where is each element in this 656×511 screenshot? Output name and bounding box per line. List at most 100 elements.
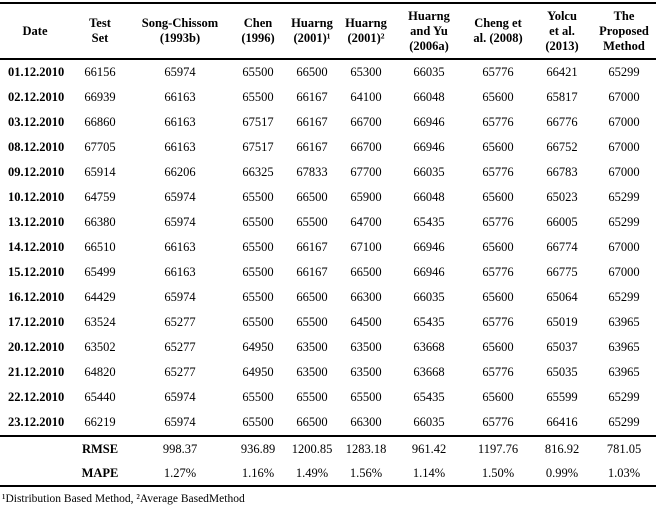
value-cell: 65974 xyxy=(164,290,196,305)
value-cell: 66500 xyxy=(296,415,328,430)
value-cell: 63965 xyxy=(608,340,640,355)
value-cell: 66219 xyxy=(84,415,116,430)
table-body: 01.12.2010 66156 65974 65500 66500 65300 66035… xyxy=(0,59,656,436)
value-cell: 63668 xyxy=(413,340,445,355)
table-row: 22.12.2010 65440 65974 65500 65500 65500 65435… xyxy=(0,385,656,410)
value-cell: 67100 xyxy=(350,240,382,255)
summary-value-cell: 1200.85 xyxy=(286,435,338,462)
value-cell: 65299 xyxy=(608,390,640,405)
table-row: 01.12.2010 66156 65974 65500 66500 65300 66035… xyxy=(0,59,656,85)
value-cell: 65299 xyxy=(608,65,640,80)
value-cell: 63965 xyxy=(608,365,640,380)
date-cell: 03.12.2010 xyxy=(8,115,65,130)
date-cell: 21.12.2010 xyxy=(8,365,65,380)
value-cell: 66035 xyxy=(413,290,445,305)
table-row: 02.12.2010 66939 66163 65500 66167 64100 66048… xyxy=(0,85,656,110)
value-cell: 65500 xyxy=(242,415,274,430)
value-cell: 66156 xyxy=(84,65,116,80)
column-header-huarng-1: Huarng (2001)¹ xyxy=(291,16,333,46)
table-row: 15.12.2010 65499 66163 65500 66167 66500 66946… xyxy=(0,260,656,285)
table-row: 08.12.2010 67705 66163 67517 66167 66700 66946… xyxy=(0,135,656,160)
value-cell: 63502 xyxy=(84,340,116,355)
column-header-test-set: Test Set xyxy=(89,16,111,46)
summary-label: RMSE xyxy=(70,435,130,462)
value-cell: 65500 xyxy=(242,215,274,230)
summary-value-cell: 961.42 xyxy=(394,435,464,462)
table-row: 21.12.2010 64820 65277 64950 63500 63500 63668… xyxy=(0,360,656,385)
footnote: ¹Distribution Based Method, ²Average Bas… xyxy=(2,493,245,506)
summary-value-cell: 1.50% xyxy=(464,461,532,488)
value-cell: 66500 xyxy=(350,265,382,280)
value-cell: 65776 xyxy=(482,115,514,130)
summary-value-cell: 1.49% xyxy=(286,461,338,488)
value-cell: 63668 xyxy=(413,365,445,380)
value-cell: 66300 xyxy=(350,415,382,430)
value-cell: 66774 xyxy=(546,240,578,255)
value-cell: 66167 xyxy=(296,115,328,130)
date-cell: 01.12.2010 xyxy=(8,65,65,80)
summary-value-cell: 1283.18 xyxy=(338,435,394,462)
date-cell: 09.12.2010 xyxy=(8,165,65,180)
summary-row-rmse: RMSE 998.37 936.89 1200.85 1283.18 961.42 1197… xyxy=(0,435,656,462)
value-cell: 66380 xyxy=(84,215,116,230)
value-cell: 65974 xyxy=(164,415,196,430)
column-header-cheng: Cheng et al. (2008) xyxy=(473,16,523,46)
value-cell: 67000 xyxy=(608,165,640,180)
value-cell: 65974 xyxy=(164,390,196,405)
value-cell: 65900 xyxy=(350,190,382,205)
date-cell: 10.12.2010 xyxy=(8,190,65,205)
value-cell: 64100 xyxy=(350,90,382,105)
value-cell: 65500 xyxy=(242,240,274,255)
value-cell: 66700 xyxy=(350,115,382,130)
table-row: 09.12.2010 65914 66206 66325 67833 67700 66035… xyxy=(0,160,656,185)
value-cell: 66035 xyxy=(413,415,445,430)
value-cell: 65500 xyxy=(242,390,274,405)
date-cell: 15.12.2010 xyxy=(8,265,65,280)
value-cell: 65600 xyxy=(482,240,514,255)
value-cell: 66048 xyxy=(413,90,445,105)
value-cell: 65600 xyxy=(482,90,514,105)
value-cell: 65019 xyxy=(546,315,578,330)
value-cell: 66163 xyxy=(164,240,196,255)
value-cell: 66946 xyxy=(413,115,445,130)
value-cell: 66167 xyxy=(296,240,328,255)
value-cell: 65500 xyxy=(296,390,328,405)
value-cell: 64950 xyxy=(242,365,274,380)
value-cell: 65776 xyxy=(482,265,514,280)
value-cell: 65435 xyxy=(413,215,445,230)
value-cell: 66500 xyxy=(296,290,328,305)
value-cell: 65500 xyxy=(242,90,274,105)
value-cell: 66946 xyxy=(413,140,445,155)
summary-value-cell: 936.89 xyxy=(230,435,286,462)
date-cell: 17.12.2010 xyxy=(8,315,65,330)
value-cell: 66300 xyxy=(350,290,382,305)
value-cell: 66776 xyxy=(546,115,578,130)
column-header-song-chissom: Song-Chissom (1993b) xyxy=(141,16,219,46)
empty-cell xyxy=(0,461,70,488)
value-cell: 63500 xyxy=(350,365,382,380)
table-row: 23.12.2010 66219 65974 65500 66500 66300 66035… xyxy=(0,410,656,436)
value-cell: 66946 xyxy=(413,240,445,255)
value-cell: 63500 xyxy=(350,340,382,355)
value-cell: 67517 xyxy=(242,140,274,155)
summary-value-cell: 1.27% xyxy=(130,461,230,488)
value-cell: 66167 xyxy=(296,90,328,105)
value-cell: 64500 xyxy=(350,315,382,330)
value-cell: 65500 xyxy=(242,65,274,80)
summary-value-cell: 781.05 xyxy=(592,435,656,462)
value-cell: 64759 xyxy=(84,190,116,205)
summary-label: MAPE xyxy=(70,461,130,488)
value-cell: 66048 xyxy=(413,190,445,205)
value-cell: 65435 xyxy=(413,390,445,405)
value-cell: 63965 xyxy=(608,315,640,330)
value-cell: 66510 xyxy=(84,240,116,255)
value-cell: 65974 xyxy=(164,215,196,230)
value-cell: 65600 xyxy=(482,390,514,405)
table-summary: RMSE 998.37 936.89 1200.85 1283.18 961.42 1197… xyxy=(0,435,656,488)
summary-value-cell: 1.14% xyxy=(394,461,464,488)
value-cell: 66005 xyxy=(546,215,578,230)
value-cell: 67700 xyxy=(350,165,382,180)
value-cell: 66700 xyxy=(350,140,382,155)
value-cell: 66035 xyxy=(413,165,445,180)
value-cell: 65277 xyxy=(164,315,196,330)
